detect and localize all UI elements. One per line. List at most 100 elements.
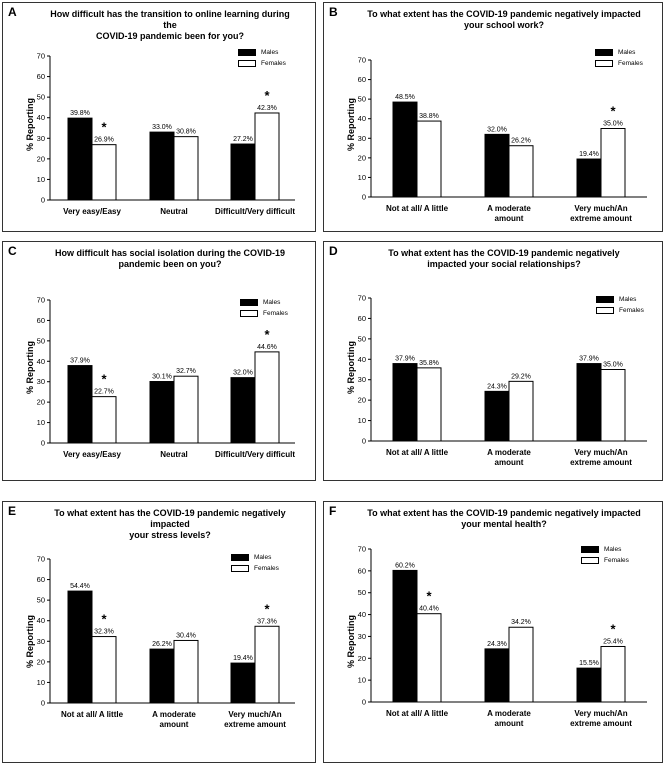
bar-males [149,381,175,444]
legend: Males Females [595,47,643,69]
panel-b: B To what extent has the COVID-19 pandem… [323,2,663,232]
legend-item-females: Females [231,563,279,574]
y-tick-label: 10 [37,678,45,687]
y-tick-label: 10 [358,416,366,425]
data-label: 37.9% [395,356,415,363]
bar-males [67,590,93,704]
bar-females [508,145,534,198]
x-tick-label: extreme amount [570,719,632,728]
bar-males [576,363,602,442]
y-tick-label: 0 [362,698,366,707]
x-tick-label: extreme amount [224,720,286,729]
bar-males [576,667,602,703]
data-label: 42.3% [257,105,277,112]
bar-females [600,128,626,198]
legend-item-males: Males [238,47,286,58]
legend-label: Females [604,557,629,564]
legend-item-males: Males [240,297,288,308]
bar-females [91,144,117,201]
bar-males [230,662,256,704]
panel-letter: F [329,504,337,518]
panel-c: C How difficult has social isolation dur… [2,241,316,481]
y-tick-label: 50 [358,334,366,343]
y-tick-label: 30 [358,632,366,641]
x-tick-label: amount [160,720,189,729]
legend-swatch-females [231,565,249,572]
bar-males [392,569,418,703]
bar-males [576,158,602,198]
y-tick-label: 20 [358,396,366,405]
chart-title: How difficult has the transition to onli… [43,9,297,42]
y-tick-label: 40 [37,357,45,366]
chart-title: How difficult has social isolation durin… [43,248,297,270]
bar-females [416,613,442,703]
data-label: 32.0% [487,126,507,133]
legend-item-males: Males [596,294,644,305]
panel-e: E To what extent has the COVID-19 pandem… [2,501,316,763]
legend-item-females: Females [581,555,629,566]
y-tick-label: 0 [41,196,45,205]
y-tick-label: 60 [37,575,45,584]
x-tick-label: Neutral [160,450,188,459]
bar-males [484,133,510,198]
y-tick-label: 60 [358,566,366,575]
significance-star: * [101,372,107,387]
chart-title-line: How difficult has social isolation durin… [54,248,286,258]
y-tick-label: 60 [37,316,45,325]
x-tick-label: amount [495,214,524,223]
data-label: 39.8% [70,110,90,117]
significance-star: * [426,589,432,604]
y-tick-label: 30 [358,375,366,384]
data-label: 35.8% [419,360,439,367]
bar-females [600,645,626,703]
bar-males [484,648,510,703]
y-tick-label: 70 [37,555,45,564]
y-tick-label: 40 [358,114,366,123]
legend: Males Females [596,294,644,316]
data-label: 30.8% [176,129,196,136]
y-tick-label: 40 [358,610,366,619]
bar-females [91,636,117,704]
chart-title-line: To what extent has the COVID-19 pandemic… [54,508,286,529]
legend-label: Females [263,310,288,317]
x-tick-label: extreme amount [570,214,632,223]
panel-letter: A [8,5,17,19]
bar-males [149,648,175,704]
data-label: 35.0% [603,121,623,128]
y-tick-label: 50 [37,596,45,605]
chart-title-line: your stress levels? [129,530,211,540]
data-label: 30.1% [152,374,172,381]
x-tick-label: Difficult/Very difficult [215,207,295,216]
y-tick-label: 60 [37,72,45,81]
x-tick-label: extreme amount [570,458,632,467]
legend-item-females: Females [595,58,643,69]
panel-letter: E [8,504,17,518]
y-tick-label: 60 [358,75,366,84]
y-tick-label: 40 [37,113,45,122]
x-tick-label: A moderate [487,448,531,457]
y-tick-label: 30 [37,377,45,386]
y-tick-label: 20 [37,398,45,407]
legend-label: Males [604,546,622,553]
x-tick-label: A moderate [152,710,196,719]
y-tick-label: 30 [37,637,45,646]
data-label: 26.2% [152,641,172,648]
bar-females [173,375,199,444]
bar-males [67,365,93,444]
legend-swatch-males [596,296,614,303]
data-label: 34.2% [511,619,531,626]
x-tick-label: Very easy/Easy [63,207,121,216]
data-label: 48.5% [395,94,415,101]
bar-males [392,101,418,198]
data-label: 26.9% [94,137,114,144]
legend: Males Females [238,47,286,69]
y-tick-label: 70 [358,56,366,65]
bar-males [392,363,418,442]
chart-title-line: your mental health? [461,519,547,529]
x-tick-label: Neutral [160,207,188,216]
data-label: 40.4% [419,606,439,613]
bar-females [416,367,442,442]
legend-swatch-males [231,554,249,561]
y-tick-label: 40 [37,616,45,625]
